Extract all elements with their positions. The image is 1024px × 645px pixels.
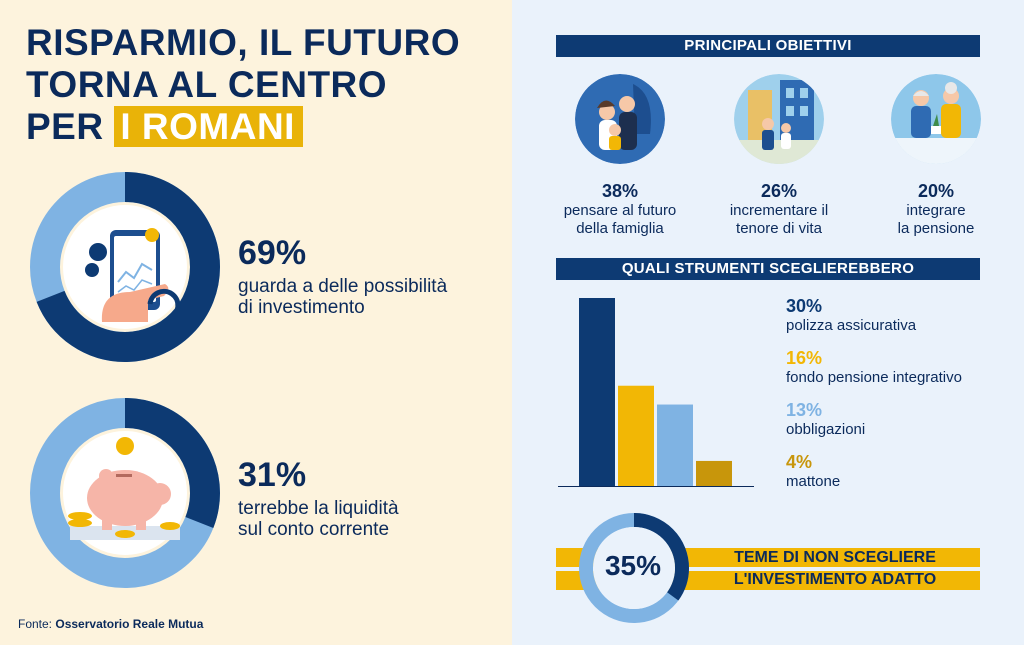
stat-pct-investment: 69% bbox=[238, 234, 307, 272]
worry-line: L'INVESTIMENTO ADATTO bbox=[733, 571, 937, 588]
stat-desc-line: di investimento bbox=[238, 297, 365, 318]
legend-label: mattone bbox=[786, 473, 841, 490]
tools-bar-chart bbox=[558, 298, 754, 487]
goal-pct: 26% bbox=[760, 181, 798, 201]
tools-header: QUALI STRUMENTI SCEGLIEREBBERO bbox=[556, 258, 980, 280]
legend-item: 13% obbligazioni bbox=[786, 400, 865, 439]
bar-1 bbox=[579, 298, 615, 486]
goal-family: 38% pensare al futuro della famiglia bbox=[545, 74, 695, 238]
source-credit: Fonte: Osservatorio Reale Mutua bbox=[18, 617, 203, 631]
goal-lifestyle: 26% incrementare il tenore di vita bbox=[704, 74, 854, 238]
goal-label-line: tenore di vita bbox=[736, 220, 822, 237]
goal-label-line: della famiglia bbox=[576, 220, 664, 237]
stat-desc-line: guarda a delle possibilità bbox=[238, 276, 448, 297]
donut-chart-investment bbox=[30, 172, 220, 362]
legend-pct: 16% bbox=[786, 348, 823, 368]
stat-desc-investment: guarda a delle possibilità di investimen… bbox=[238, 276, 447, 318]
worry-text: TEME DI NON SCEGLIERE L'INVESTIMENTO ADA… bbox=[700, 547, 970, 591]
source-prefix: Fonte: bbox=[18, 617, 53, 631]
legend-item: 4% mattone bbox=[786, 452, 840, 491]
title-line-2: TORNA AL CENTRO bbox=[26, 64, 388, 105]
donut-center bbox=[593, 527, 675, 609]
goal-pct: 38% bbox=[601, 181, 639, 201]
legend-item: 16% fondo pensione integrativo bbox=[786, 348, 962, 387]
elderly-couple-icon bbox=[891, 74, 981, 164]
legend-label: polizza assicurativa bbox=[786, 317, 917, 334]
family-icon bbox=[575, 74, 665, 164]
goal-label-line: la pensione bbox=[897, 220, 975, 237]
title-line-3: PER I ROMANI bbox=[26, 106, 460, 148]
goal-label-line: incrementare il bbox=[729, 202, 829, 219]
title-highlight: I ROMANI bbox=[114, 106, 303, 147]
legend-pct: 30% bbox=[786, 296, 823, 316]
donut-value-arc bbox=[30, 172, 220, 362]
worry-line: TEME DI NON SCEGLIERE bbox=[734, 549, 936, 566]
goal-pct: 20% bbox=[917, 181, 955, 201]
legend-pct: 13% bbox=[786, 400, 823, 420]
smartphone-hand-icon bbox=[85, 228, 181, 322]
stat-desc-line: terrebbe la liquidità bbox=[238, 498, 399, 519]
donut-chart-worry bbox=[579, 513, 689, 623]
legend-item: 30% polizza assicurativa bbox=[786, 296, 916, 335]
page-title: RISPARMIO, IL FUTURO TORNA AL CENTRO PER… bbox=[26, 22, 460, 148]
donut-value-arc bbox=[579, 513, 689, 623]
goal-pension: 20% integrare la pensione bbox=[861, 74, 1011, 238]
goal-label-line: integrare bbox=[906, 202, 966, 219]
worry-pct: 35% bbox=[604, 550, 662, 581]
bar-3 bbox=[657, 404, 693, 486]
legend-pct: 4% bbox=[786, 452, 813, 472]
donut-chart-liquidity bbox=[30, 398, 220, 588]
stat-desc-line: sul conto corrente bbox=[238, 519, 390, 540]
left-panel: RISPARMIO, IL FUTURO TORNA AL CENTRO PER… bbox=[18, 22, 460, 631]
legend-label: fondo pensione integrativo bbox=[786, 369, 962, 386]
stat-pct-liquidity: 31% bbox=[238, 456, 307, 494]
source-name: Osservatorio Reale Mutua bbox=[55, 617, 204, 631]
objectives-header: PRINCIPALI OBIETTIVI bbox=[556, 35, 980, 57]
piggy-bank-icon bbox=[68, 437, 180, 540]
title-line-1: RISPARMIO, IL FUTURO bbox=[26, 22, 461, 63]
title-prefix: PER bbox=[26, 106, 104, 147]
city-family-icon bbox=[734, 74, 824, 164]
goal-label-line: pensare al futuro bbox=[563, 202, 677, 219]
bar-2 bbox=[618, 385, 654, 486]
donut-value-arc bbox=[30, 398, 220, 588]
stat-desc-liquidity: terrebbe la liquidità sul conto corrente bbox=[238, 498, 399, 540]
bar-4 bbox=[696, 460, 732, 486]
legend-label: obbligazioni bbox=[786, 421, 866, 438]
